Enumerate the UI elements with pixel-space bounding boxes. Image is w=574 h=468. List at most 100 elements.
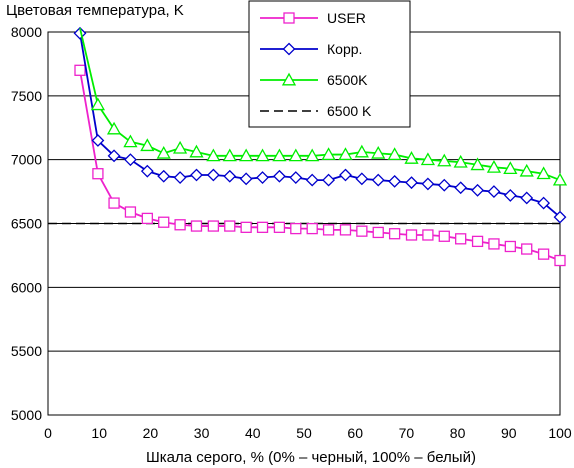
data-point-user [306,222,318,235]
x-tick-label: 60 [347,425,363,441]
data-point-user [388,228,401,240]
data-point-korr [256,171,269,184]
data-point-korr [190,168,203,182]
data-point-6500k [420,152,436,166]
data-point-user [141,212,153,225]
data-point-korr [487,185,501,199]
data-point-6500k [288,148,303,162]
series-6500k [79,27,568,186]
data-point-user [554,254,566,267]
data-point-korr [454,181,468,195]
x-tick-label: 70 [399,425,415,441]
x-tick-label: 40 [245,425,261,441]
legend-swatch-marker [281,72,297,86]
data-point-korr [388,174,402,188]
data-point-user [521,243,533,255]
legend-label: 6500 K [327,103,372,119]
data-point-korr [289,171,303,184]
legend-swatch-marker [283,12,295,24]
data-point-6500k [552,172,568,186]
y-tick-label: 6000 [11,279,42,295]
data-point-korr [537,196,551,210]
data-point-korr [471,183,484,197]
data-point-korr [405,176,418,190]
y-tick-labels: 5000 5500 6000 6500 7000 7500 8000 [11,24,42,423]
data-point-6500k [404,151,419,164]
data-point-6500k [255,148,270,162]
data-point-korr [206,168,220,182]
data-point-korr [339,168,352,182]
y-tick-label: 6500 [11,216,42,232]
data-point-user [339,224,352,236]
data-point-6500k [519,163,534,177]
data-point-user [273,221,286,233]
data-point-6500k [354,144,369,158]
data-point-user [488,238,500,250]
x-tick-label: 10 [91,425,107,441]
data-point-6500k [106,121,122,135]
data-point-6500k [189,144,204,158]
data-point-korr [140,164,154,178]
data-point-6500k [206,148,221,162]
data-point-korr [273,169,286,183]
legend-entry: Корр. [260,41,362,57]
data-point-user [537,248,550,260]
x-tick-label: 50 [296,425,312,441]
data-point-6500k [321,147,336,161]
data-point-user [471,235,484,248]
data-point-user [455,233,467,245]
data-point-6500k [239,148,254,162]
data-point-korr [322,173,335,187]
data-point-6500k [123,134,138,148]
series-korr [73,26,567,224]
data-point-user [405,229,418,241]
data-point-user [240,221,252,233]
y-tick-label: 5000 [11,407,42,423]
data-point-korr [173,171,187,184]
data-point-6500k [437,153,452,167]
legend-entry: 6500K [260,72,368,88]
data-point-korr [223,169,237,183]
data-point-korr [437,178,451,192]
data-point-6500k [470,157,485,171]
legend-box [248,0,411,128]
y-axis-title: Цветовая температура, K [6,2,184,19]
x-tick-label: 30 [194,425,210,441]
legend-label: Корр. [327,41,362,57]
data-point-user [174,219,186,231]
data-point-korr [305,173,319,187]
legend-label: 6500K [327,72,368,88]
x-tick-label: 90 [501,425,517,441]
x-tick-label: 80 [450,425,466,441]
data-point-user [108,197,120,209]
data-point-korr [421,177,435,191]
data-point-6500k [272,148,287,162]
data-point-korr [239,172,253,186]
data-point-6500k [90,97,106,111]
data-point-korr [553,210,567,224]
legend-entry: 6500 K [260,103,372,119]
data-point-korr [520,191,534,205]
data-point-korr [355,172,369,186]
x-tick-label: 100 [548,425,572,441]
data-point-user [438,230,450,242]
data-point-user [207,220,220,232]
series-group [73,26,568,267]
data-point-korr [157,169,171,183]
series-user [74,64,566,267]
data-point-6500k [156,145,171,159]
data-point-6500k [222,148,237,162]
data-point-korr [107,149,121,163]
y-tick-label: 7500 [11,88,42,104]
data-point-6500k [140,138,155,152]
legend-entry: USER [260,10,366,26]
data-point-korr [91,134,105,147]
x-tick-label: 20 [143,425,159,441]
data-point-user [92,168,104,180]
data-point-6500k [536,166,551,180]
data-point-6500k [503,161,518,175]
data-point-user [322,224,335,236]
data-point-korr [124,153,137,167]
data-point-korr [371,173,385,187]
